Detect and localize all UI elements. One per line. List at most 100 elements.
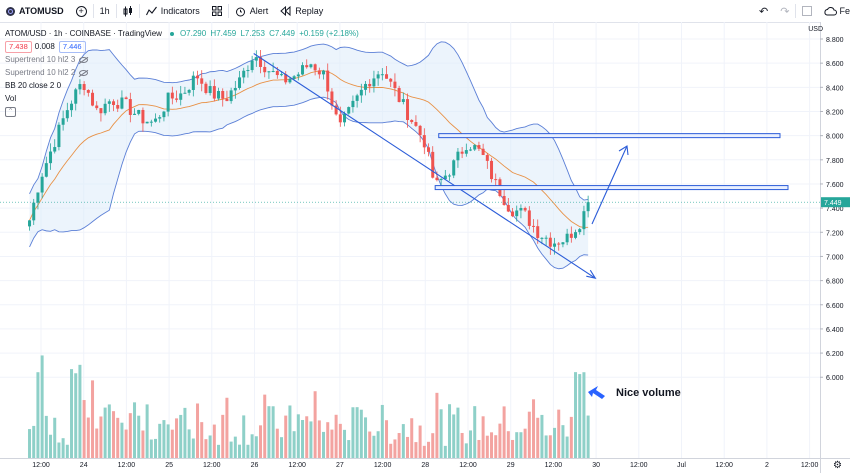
buy-price-button[interactable]: 7.446 [58, 40, 86, 53]
price-scale-currency[interactable]: USD [808, 26, 823, 33]
candle-body [544, 237, 548, 239]
candle-body [246, 70, 250, 72]
volume-bar [334, 414, 338, 458]
cloud-icon [824, 7, 838, 16]
candle-body [406, 99, 410, 121]
volume-bar [57, 442, 61, 458]
volume-bar [347, 440, 351, 458]
x-tick-label: 12:00 [32, 462, 50, 469]
y-tick-label: 6.800 [826, 279, 844, 286]
compare-button[interactable]: + [70, 0, 93, 22]
candle-body [540, 237, 544, 239]
y-tick-label: 6.000 [826, 375, 844, 382]
y-tick-label: 7.000 [826, 254, 844, 261]
candle-body [464, 150, 468, 154]
volume-bar [364, 417, 368, 458]
eye-hidden-icon[interactable] [79, 69, 89, 76]
candle-body [200, 78, 204, 84]
volume-bar [103, 407, 107, 458]
legend-title: ATOM/USD · 1h · COINBASE · TradingView [5, 29, 162, 38]
x-tick-label: 2 [765, 462, 769, 469]
volume-bar [427, 441, 431, 458]
fullscreen-button[interactable] [796, 0, 818, 22]
indicators-button[interactable]: Indicators [140, 0, 206, 22]
volume-bar [284, 415, 288, 458]
collapse-legend-icon[interactable]: ^ [5, 106, 16, 117]
volume-bar [586, 415, 590, 458]
volume-bar [527, 411, 531, 458]
candle-body [410, 120, 414, 123]
x-tick-label: 24 [80, 462, 88, 469]
eye-hidden-icon[interactable] [79, 56, 89, 63]
ohlc-open: O7.290 [179, 29, 207, 38]
volume-bar [40, 355, 44, 458]
volume-bar [414, 442, 418, 458]
volume-bar [469, 430, 473, 458]
candle-body [183, 92, 187, 94]
price-chart[interactable]: 6.000 6.200 6.400 6.600 6.800 7.000 7.200 7.400… [0, 22, 850, 473]
volume-bar [548, 435, 552, 458]
x-tick-label: 12:00 [288, 462, 306, 469]
volume-bar [288, 405, 292, 458]
candle-body [275, 70, 279, 76]
volume-bar [53, 417, 57, 458]
candle-body [288, 78, 292, 83]
candle-body [49, 151, 53, 164]
volume-bar [242, 415, 246, 458]
x-tick-label: 12:00 [203, 462, 221, 469]
candle-body [158, 117, 162, 119]
candle-body [385, 74, 389, 79]
volume-bar [296, 414, 300, 458]
x-tick-label: 12:00 [545, 462, 563, 469]
candle-body [86, 90, 90, 93]
volume-bar [183, 407, 187, 458]
volume-bar [233, 436, 237, 458]
volume-bar [61, 438, 65, 458]
volume-bar [410, 418, 414, 458]
volume-bar [124, 429, 128, 458]
sell-price-button[interactable]: 7.438 [5, 40, 32, 53]
symbol-search[interactable]: ATOMUSD [0, 0, 70, 22]
indicators-icon [145, 6, 157, 16]
x-tick-label: 12:00 [715, 462, 733, 469]
volume-bar [212, 424, 216, 458]
volume-bar [368, 431, 372, 458]
candle-body [338, 114, 342, 123]
undo-button[interactable]: ↶ [753, 0, 774, 22]
bollinger-lower-line [29, 96, 589, 270]
candle-body [145, 121, 149, 124]
volume-bar [191, 438, 195, 458]
chart-type-button[interactable] [117, 0, 139, 22]
candle-body [313, 64, 317, 71]
volume-bar [380, 404, 384, 458]
resistance-box-lower [434, 185, 789, 191]
candle-body [233, 87, 237, 91]
indicator-bb[interactable]: BB 20 close 2 0 [5, 79, 361, 92]
toolbar-divider [138, 4, 140, 18]
redo-button[interactable]: ↷ [774, 0, 795, 22]
replay-button[interactable]: Replay [274, 0, 329, 22]
indicator-vol[interactable]: Vol [5, 92, 361, 105]
volume-bar [99, 416, 103, 458]
candle-body [317, 70, 321, 75]
layout-button[interactable] [206, 0, 228, 22]
volume-bar [95, 428, 99, 458]
volume-bar [511, 439, 515, 458]
volume-bar [490, 432, 494, 458]
chart-settings-button[interactable]: ⚙ [833, 460, 842, 471]
volume-bar [452, 414, 456, 458]
candle-body [574, 232, 578, 238]
volume-bar [32, 425, 36, 458]
candle-body [326, 70, 330, 92]
volume-bar [149, 439, 153, 458]
interval-button[interactable]: 1h [94, 0, 116, 22]
y-tick-label: 7.800 [826, 158, 844, 165]
alert-button[interactable]: Alert [229, 0, 275, 22]
volume-bar [280, 437, 284, 458]
candle-body [141, 109, 145, 124]
chart-pane[interactable]: 6.000 6.200 6.400 6.600 6.800 7.000 7.200 7.400… [0, 22, 850, 473]
indicator-supertrend-1[interactable]: Supertrend 10 hl2 3 [5, 53, 361, 66]
indicator-supertrend-2[interactable]: Supertrend 10 hl2 2 [5, 66, 361, 79]
save-cloud-button[interactable]: Fe [818, 0, 850, 22]
candle-body [435, 177, 439, 181]
